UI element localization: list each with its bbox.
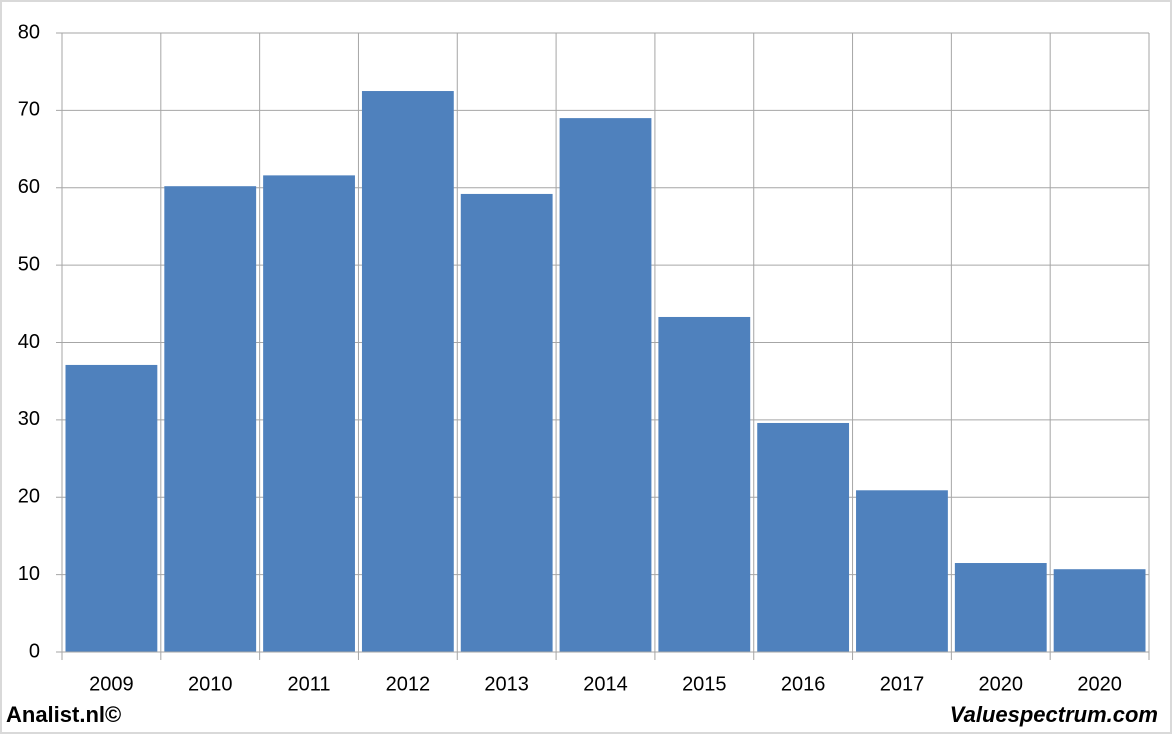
- x-tick-label: 2020: [979, 673, 1024, 695]
- y-tick-label: 30: [18, 408, 40, 430]
- source-left: Analist.nl©: [6, 702, 121, 727]
- bar: [263, 175, 355, 652]
- source-right: Valuespectrum.com: [950, 702, 1158, 727]
- bar: [164, 186, 257, 652]
- x-tick-label: 2014: [583, 673, 628, 695]
- x-tick-label: 2012: [386, 673, 431, 695]
- y-tick-label: 0: [29, 640, 40, 662]
- bar: [559, 118, 652, 653]
- y-tick-label: 50: [18, 253, 40, 275]
- y-tick-label: 20: [18, 486, 40, 508]
- x-tick-label: 2013: [484, 673, 529, 695]
- y-tick-label: 70: [18, 99, 40, 121]
- x-tick-label: 2020: [1077, 673, 1122, 695]
- x-tick-label: 2016: [781, 673, 826, 695]
- x-tick-label: 2011: [288, 673, 331, 695]
- bar: [954, 563, 1047, 652]
- bar: [757, 422, 850, 652]
- bar: [1053, 569, 1146, 652]
- x-tick-label: 2009: [89, 673, 134, 695]
- x-tick-label: 2017: [880, 673, 925, 695]
- y-tick-label: 40: [18, 331, 40, 353]
- y-tick-label: 10: [18, 563, 40, 585]
- bar: [361, 91, 454, 652]
- y-tick-label: 80: [18, 21, 40, 43]
- bar: [65, 364, 158, 652]
- bar: [460, 193, 553, 652]
- x-tick-label: 2010: [188, 673, 233, 695]
- bar: [658, 316, 751, 652]
- y-tick-label: 60: [18, 176, 40, 198]
- x-tick-label: 2015: [682, 673, 727, 695]
- bar: [856, 490, 948, 652]
